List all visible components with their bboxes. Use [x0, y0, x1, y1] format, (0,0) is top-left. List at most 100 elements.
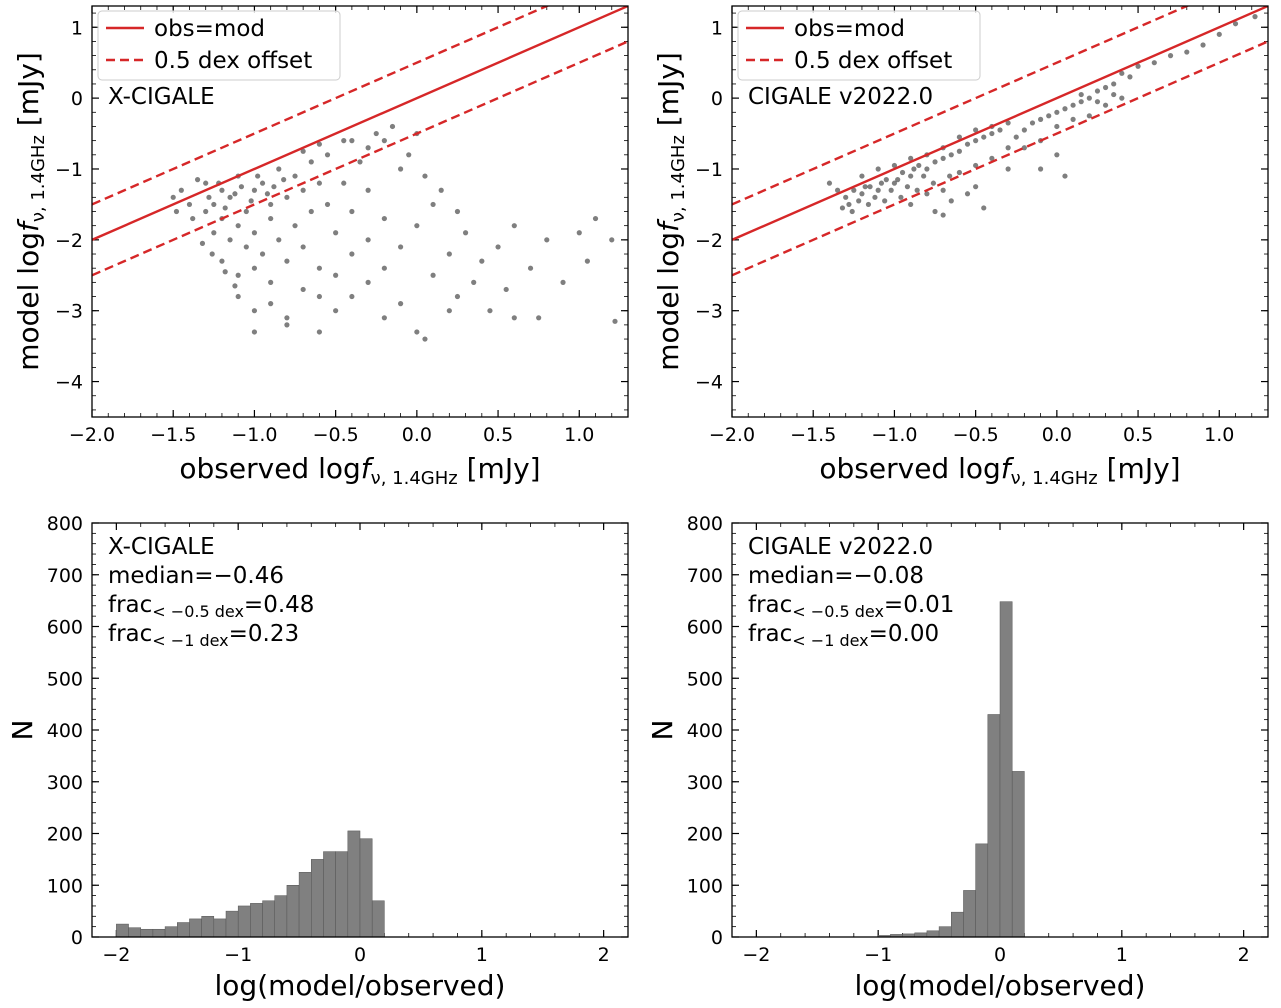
y-tick-label: 500	[687, 668, 723, 690]
data-point	[1021, 145, 1027, 151]
y-tick-label: 1	[71, 17, 83, 39]
data-point	[1021, 127, 1027, 133]
data-point	[222, 269, 228, 275]
y-tick-label: 700	[47, 565, 83, 587]
data-point	[1078, 99, 1084, 105]
x-tick-label: −1.5	[790, 424, 836, 446]
data-point	[1062, 173, 1068, 179]
data-point	[908, 201, 914, 208]
data-point	[389, 123, 396, 130]
data-point	[232, 191, 238, 197]
data-point	[1070, 102, 1076, 108]
histogram-bar	[140, 928, 154, 938]
data-point	[190, 215, 196, 222]
data-point	[357, 159, 363, 165]
data-point	[511, 223, 517, 229]
data-point	[186, 201, 193, 208]
histogram-bar	[1011, 771, 1025, 938]
histogram-bar	[213, 918, 227, 938]
data-point	[1184, 49, 1190, 55]
data-point	[921, 173, 927, 179]
data-point	[308, 208, 314, 215]
data-point	[219, 258, 225, 264]
data-point	[1038, 116, 1044, 122]
y-tick-label: 400	[687, 720, 723, 742]
x-tick-label: −1.0	[231, 424, 277, 446]
y-tick-label: 0	[71, 927, 83, 949]
x-tick-label: 2	[598, 944, 610, 966]
median-annotation: median=−0.46	[108, 563, 284, 589]
data-point	[1054, 123, 1060, 130]
axes-frame	[731, 5, 1269, 418]
x-tick-label: −0.5	[953, 424, 999, 446]
data-point	[1127, 74, 1133, 80]
data-point	[947, 173, 953, 179]
x-axis-label: observed logfν, 1.4GHz [mJy]	[179, 452, 540, 489]
data-point	[199, 240, 206, 246]
y-axis-label: N	[6, 720, 39, 741]
data-point	[1046, 113, 1052, 119]
legend-dashed-label: 0.5 dex offset	[794, 48, 952, 74]
data-point	[209, 251, 215, 257]
data-point	[592, 215, 599, 222]
x-axis-label: log(model/observed)	[855, 969, 1146, 1002]
data-point	[203, 208, 209, 215]
histogram-bar	[189, 918, 202, 938]
legend-box	[97, 10, 341, 81]
data-point	[251, 265, 258, 271]
data-point	[872, 194, 878, 200]
data-point	[284, 322, 290, 328]
data-point	[1094, 88, 1101, 94]
y-tick-label: 400	[47, 720, 83, 742]
plot-area	[732, 6, 1268, 277]
histogram-bar	[371, 900, 385, 938]
data-point	[300, 286, 306, 293]
data-point	[924, 166, 930, 172]
data-point	[940, 212, 946, 218]
data-point	[940, 187, 946, 193]
data-point	[333, 308, 339, 314]
histogram-bar	[164, 926, 178, 938]
panel-label: CIGALE v2022.0	[748, 534, 933, 560]
histogram-bar	[116, 923, 129, 938]
y-tick-label: 600	[47, 617, 83, 639]
histogram-bar	[262, 900, 275, 938]
data-point	[381, 215, 387, 222]
data-point	[255, 173, 261, 179]
panel-scatter-cigale2022: −2.0 −1.5 −1.0 −0.5 0.0 0.5 1.0 1 0 −1 −2 −3 −4 obs=m…	[652, 5, 1269, 489]
data-point	[316, 141, 322, 147]
data-point	[1119, 95, 1125, 101]
data-point	[430, 201, 436, 208]
x-tick-label: −1.5	[150, 424, 196, 446]
data-point	[300, 187, 306, 193]
histogram-bar	[951, 911, 964, 938]
y-tick-label: −3	[695, 301, 723, 323]
histogram-bar	[938, 926, 952, 938]
x-axis-label: observed logfν, 1.4GHz [mJy]	[819, 452, 1180, 489]
data-point	[989, 130, 995, 137]
data-point	[862, 184, 868, 190]
legend-solid-label: obs=mod	[154, 16, 265, 42]
data-point	[973, 162, 979, 169]
data-point	[891, 162, 898, 169]
x-tick-label: −2.0	[69, 424, 115, 446]
x-tick-label: −1.0	[871, 424, 917, 446]
data-point	[1062, 106, 1068, 112]
data-point	[300, 148, 306, 154]
data-point	[1094, 99, 1101, 105]
data-point	[316, 329, 322, 335]
data-point	[292, 173, 298, 179]
axes-frame	[91, 522, 629, 938]
x-tick-label: 1.0	[564, 424, 594, 446]
data-point	[235, 293, 241, 300]
frac-1-annotation: frac< −1 dex=0.00	[748, 621, 939, 650]
data-point	[916, 162, 922, 169]
data-point	[292, 223, 298, 229]
x-tick-label: 0.0	[1042, 424, 1072, 446]
data-point	[859, 191, 865, 197]
data-point	[932, 208, 938, 215]
y-axis-label: model logfν, 1.4GHz [mJy]	[12, 52, 49, 371]
y-tick-label: 100	[47, 875, 83, 897]
data-point	[316, 293, 322, 300]
